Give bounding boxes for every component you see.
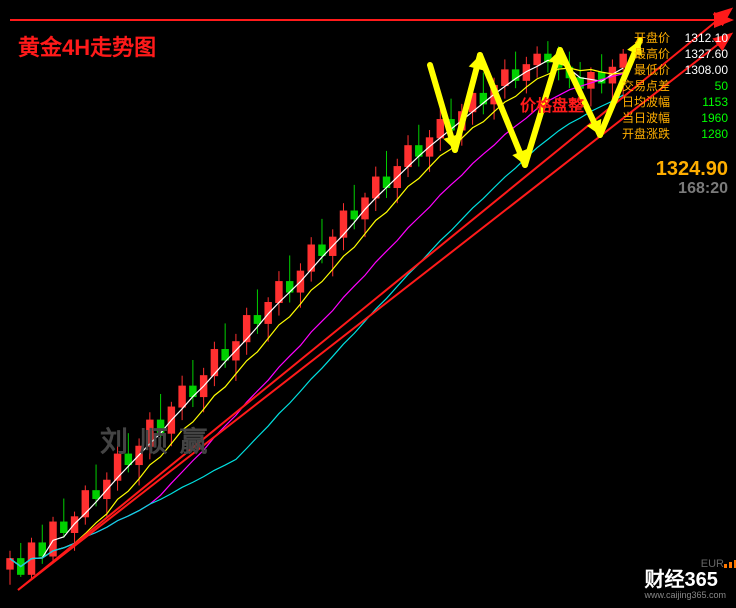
logo-url: www.caijing365.com [644, 590, 726, 600]
chart-container: 黄金4H走势图 刘 顺 赢 价格盘整 开盘价1312.10最高价1327.60最… [0, 0, 736, 608]
stats-panel: 开盘价1312.10最高价1327.60最低价1308.00交易点差50日均波幅… [622, 30, 728, 142]
watermark: 刘 顺 赢 [100, 420, 210, 460]
current-price: 1324.90 [656, 158, 728, 181]
annotation-label: 价格盘整 [520, 92, 584, 116]
chart-title: 黄金4H走势图 [18, 30, 156, 62]
logo: 财经365 www.caijing365.com [644, 563, 726, 600]
sub-price: 168:20 [678, 180, 728, 198]
logo-text: 财经365 [644, 569, 717, 591]
